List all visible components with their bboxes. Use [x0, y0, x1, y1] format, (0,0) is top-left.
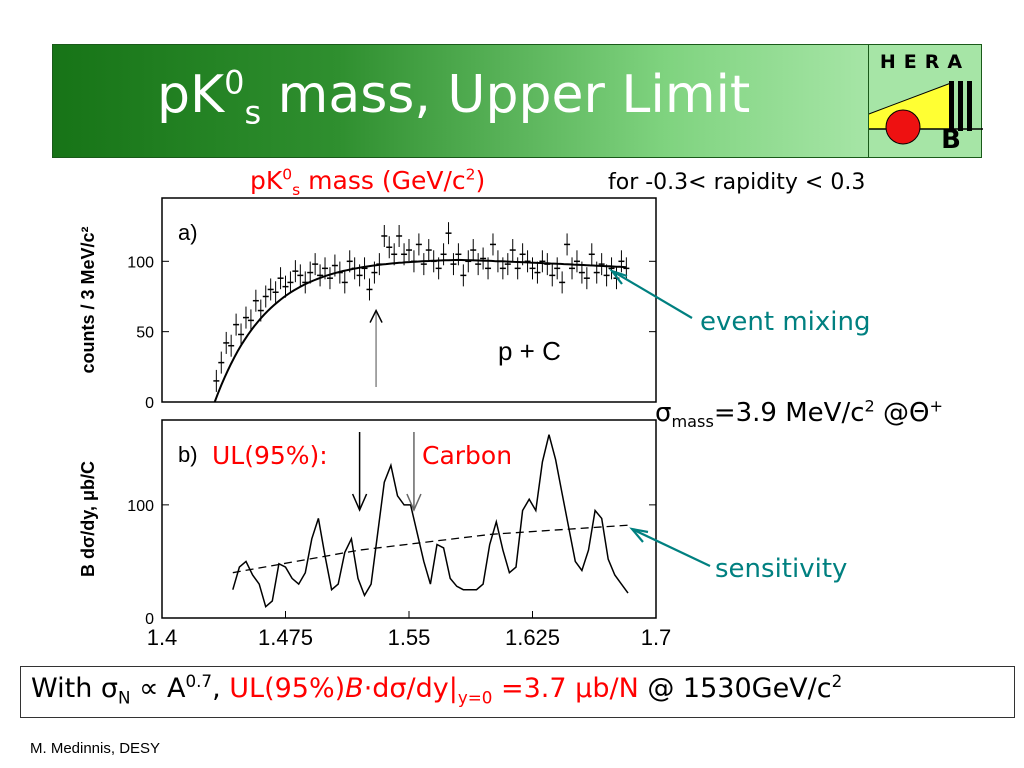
y-tick-label: 0 [145, 611, 154, 628]
ul-curve [232, 434, 629, 609]
event-mixing-label: event mixing [700, 307, 871, 337]
formula-box: With σN ∝ A0.7, UL(95%)B·dσ/dy|y=0 =3.7 … [20, 666, 1015, 718]
reaction-annotation: p + C [498, 336, 561, 366]
sensitivity-pointer-head [629, 527, 649, 543]
x-tick-label: 1.4 [147, 625, 178, 650]
signal-arrow-head [369, 308, 383, 323]
plot-frame [161, 419, 657, 619]
x-tick-label: 1.475 [258, 625, 313, 650]
sigma-mass-note: σmass=3.9 MeV/c2 @Θ+ [655, 396, 943, 432]
plot-frame [161, 197, 657, 403]
x-tick-label: 1.55 [388, 625, 431, 650]
logo-b-text: B [941, 125, 961, 155]
page-title: pK0s mass, Upper Limit [157, 63, 751, 132]
y-tick-label: 100 [127, 254, 154, 271]
ul-label: UL(95%): [212, 441, 328, 470]
panel-label: b) [178, 442, 198, 467]
panel-label: a) [178, 220, 198, 245]
y-tick-label: 50 [136, 325, 154, 342]
sensitivity-label: sensitivity [715, 554, 848, 584]
hera-b-logo: HERA B [868, 44, 983, 158]
event-mixing-pointer [613, 271, 693, 319]
event-mixing-pointer-head [608, 268, 628, 285]
x-tick-label: 1.7 [641, 625, 672, 650]
logo-hera-text: HERA [879, 51, 971, 73]
x-axis-title: pK0s mass (GeV/c2) [250, 165, 486, 199]
ul-arrow-head [406, 493, 422, 512]
sensitivity-pointer [633, 529, 711, 567]
y-axis-label: B dσ/dy, μb/C [78, 461, 98, 577]
carbon-label: Carbon [422, 441, 513, 470]
fit-curve [213, 258, 627, 403]
ul-arrow-head [351, 493, 368, 512]
title-bar: pK0s mass, Upper Limit [52, 44, 870, 158]
y-axis-label: counts / 3 MeV/c² [78, 226, 98, 373]
logo-graphic [869, 81, 983, 145]
y-tick-label: 100 [127, 498, 154, 515]
x-tick-label: 1.625 [505, 625, 560, 650]
footer-author: M. Medinnis, DESY [30, 740, 161, 757]
rapidity-note: for -0.3< rapidity < 0.3 [608, 170, 866, 195]
y-tick-label: 0 [145, 395, 154, 412]
sensitivity-curve [232, 524, 629, 574]
